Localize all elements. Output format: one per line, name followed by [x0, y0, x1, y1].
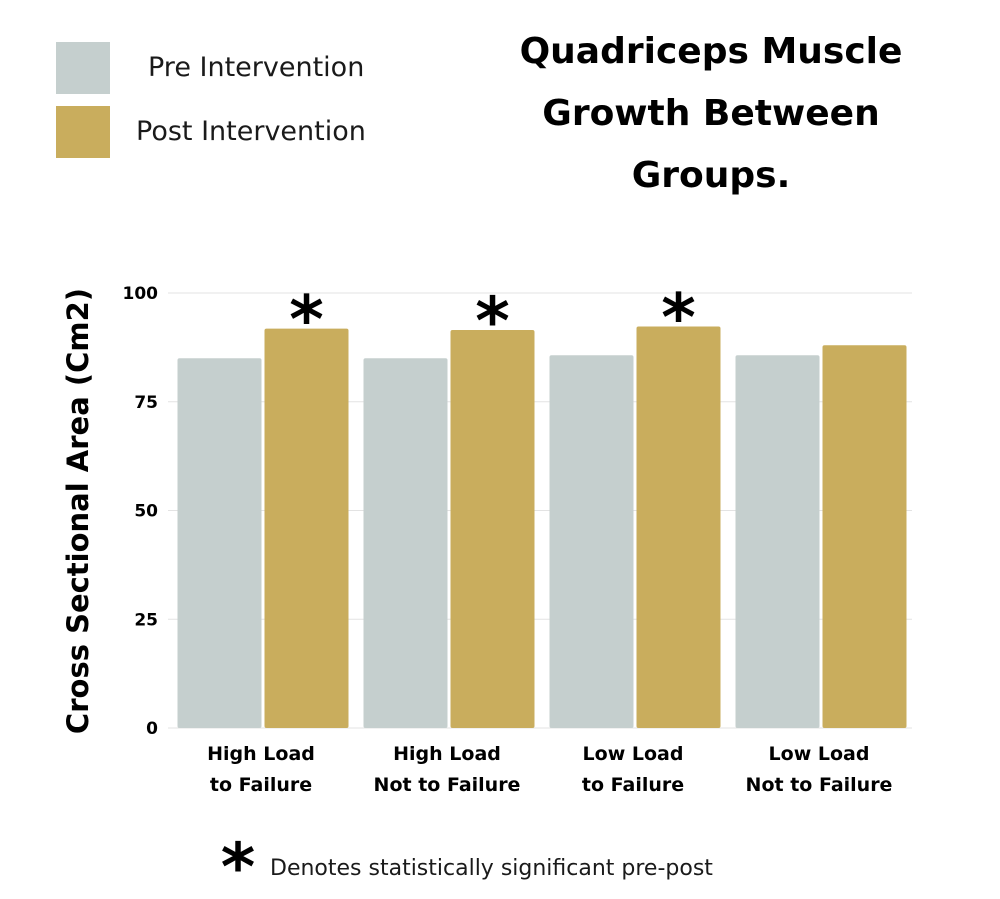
bars	[177, 326, 907, 728]
legend-swatch-pre	[56, 42, 110, 94]
y-axis-label: Cross Sectional Area (Cm2)	[61, 288, 95, 734]
x-tick-label-2-line-1: High Load	[393, 743, 501, 765]
x-tick-label-4-line-1: Low Load	[769, 743, 870, 765]
legend-swatch-post	[56, 106, 110, 158]
legend-label-post: Post Intervention	[136, 116, 366, 147]
y-axis: 0 25 50 75 100 Cross Sectional Area (Cm2)	[61, 284, 158, 739]
y-tick-label-75: 75	[134, 393, 158, 413]
footnote-text: Denotes statistically significant pre-po…	[270, 856, 713, 881]
x-tick-label-1-line-2: to Failure	[210, 774, 312, 796]
significance-star-1: *	[289, 282, 324, 359]
chart-title-line-1: Quadriceps Muscle	[520, 31, 903, 72]
bar-pre-4	[735, 355, 820, 728]
footnote: * Denotes statistically significant pre-p…	[221, 829, 714, 899]
significance-star-3: *	[661, 279, 696, 356]
x-tick-label-4-line-2: Not to Failure	[746, 774, 893, 796]
y-tick-label-100: 100	[123, 284, 159, 304]
x-tick-label-3-line-2: to Failure	[582, 774, 684, 796]
y-tick-label-0: 0	[146, 719, 158, 739]
x-tick-label-2-line-2: Not to Failure	[374, 774, 521, 796]
bar-pre-3	[549, 355, 634, 728]
bar-post-2	[450, 329, 535, 728]
chart-title: Quadriceps Muscle Growth Between Groups.	[520, 31, 903, 196]
y-tick-label-50: 50	[134, 502, 158, 522]
bar-post-3	[636, 326, 721, 728]
x-tick-label-3-line-1: Low Load	[583, 743, 684, 765]
bar-pre-1	[177, 358, 262, 728]
footnote-star: *	[221, 829, 256, 899]
chart-title-line-2: Growth Between	[542, 93, 879, 134]
y-tick-label-25: 25	[134, 610, 158, 630]
bar-post-4	[822, 345, 907, 728]
significance-star-2: *	[475, 283, 510, 360]
legend: Pre Intervention Post Intervention	[56, 42, 366, 158]
bar-pre-2	[363, 358, 448, 728]
chart-title-line-3: Groups.	[632, 155, 791, 196]
legend-label-pre: Pre Intervention	[148, 52, 364, 83]
x-axis: High Load to Failure High Load Not to Failu…	[207, 743, 892, 796]
x-tick-label-1-line-1: High Load	[207, 743, 315, 765]
significance-markers: * * *	[289, 279, 696, 359]
bar-post-1	[264, 328, 349, 728]
